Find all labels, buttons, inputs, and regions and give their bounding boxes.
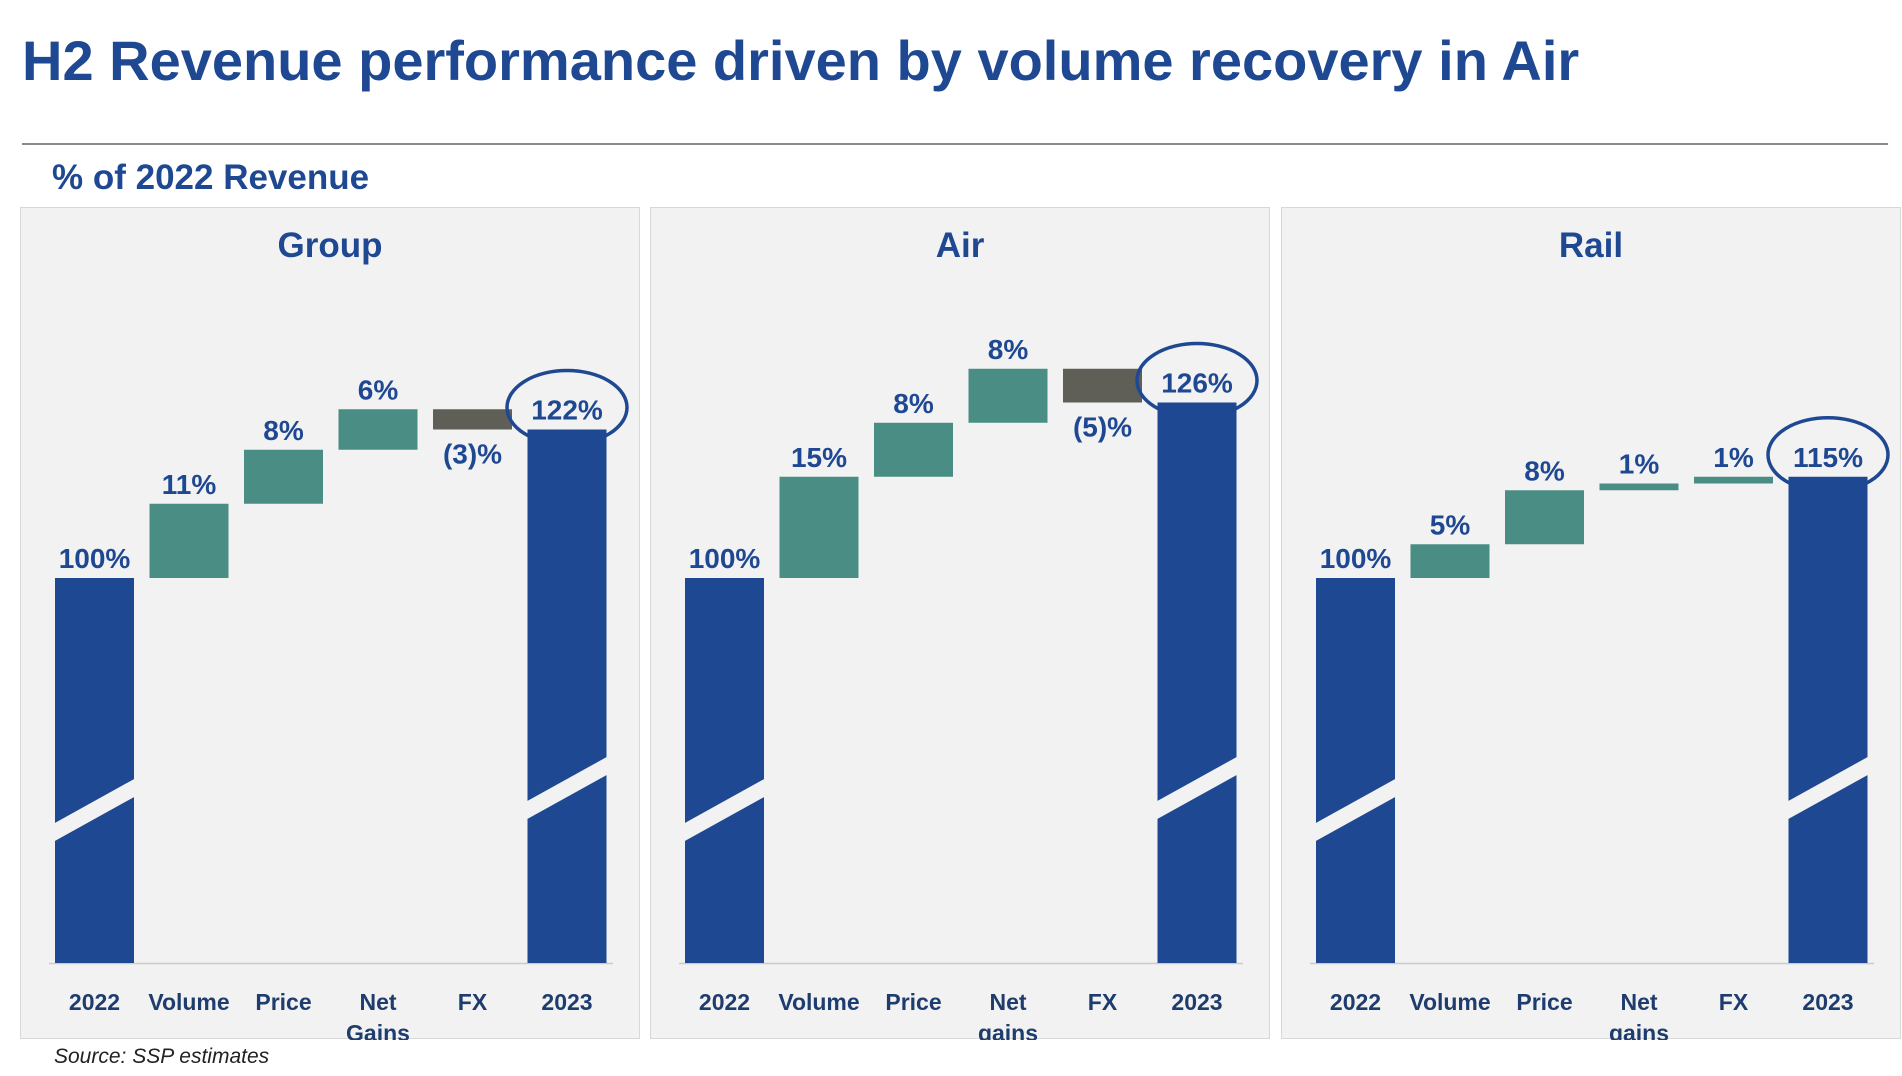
data-label: 1% (1713, 442, 1754, 473)
panel-title: Rail (1558, 226, 1624, 265)
category-label: Price (255, 989, 311, 1015)
chart-subtitle: % of 2022 Revenue (52, 158, 370, 197)
category-label: 2023 (1171, 989, 1222, 1015)
panel-title: Group (277, 226, 383, 265)
category-label: Net (1620, 989, 1657, 1015)
data-label: 15% (791, 442, 847, 473)
data-label: 8% (988, 334, 1029, 365)
increase-bar (1410, 544, 1490, 578)
category-label: 2022 (1330, 989, 1381, 1015)
data-label: 5% (1430, 509, 1471, 540)
highlight-circle (1135, 341, 1259, 420)
data-label: 126% (1161, 368, 1233, 399)
axis-break-mark (525, 756, 609, 820)
highlight-circle (1766, 416, 1890, 494)
air-chart-panel: Air 100% 2022 15% Volume 8% Price 8% Net gains (5… (650, 207, 1270, 1040)
category-label: FX (1088, 989, 1118, 1015)
increase-bar (1694, 476, 1773, 484)
air-waterfall-chart: 100% 2022 15% Volume 8% Price 8% Net gains (5)% FX… (679, 334, 1259, 1040)
data-label: 100% (1320, 543, 1392, 574)
category-label: Price (885, 989, 941, 1015)
decrease-bar (433, 409, 512, 430)
title-divider (22, 143, 1888, 145)
group-waterfall-chart: 100% 2022 11% Volume 8% Price 6% Net Gains (3)% FX… (49, 368, 629, 1040)
data-label: (3)% (443, 439, 502, 470)
panel-title: Air (935, 226, 985, 265)
decrease-bar (1063, 368, 1142, 403)
category-label: 2022 (69, 989, 120, 1015)
category-label: Net (989, 989, 1026, 1015)
source-note: Source: SSP estimates (54, 1045, 270, 1068)
increase-bar (149, 503, 229, 578)
rail-waterfall-chart: 100% 2022 5% Volume 8% Price 1% Net gains 1% FX 115… (1310, 416, 1890, 1040)
data-label: 11% (162, 469, 217, 500)
increase-bar (338, 409, 418, 450)
category-label: Volume (1409, 989, 1490, 1015)
category-label: FX (458, 989, 488, 1015)
axis-break-mark (53, 778, 136, 842)
data-label: 115% (1793, 442, 1863, 473)
category-label: gains (1609, 1020, 1669, 1040)
page-title: H2 Revenue performance driven by volume … (22, 29, 1580, 92)
data-label: 8% (893, 388, 934, 419)
category-label: gains (978, 1020, 1038, 1040)
increase-bar (1505, 490, 1584, 545)
axis-break-mark (1314, 778, 1397, 842)
category-label: Volume (778, 989, 859, 1015)
axis-break-mark (1786, 756, 1870, 820)
category-label: Volume (148, 989, 229, 1015)
total-bar (55, 578, 134, 963)
category-label: 2022 (699, 989, 750, 1015)
data-label: 100% (59, 543, 131, 574)
data-label: (5)% (1073, 412, 1132, 443)
category-label: 2023 (541, 989, 592, 1015)
increase-bar (779, 476, 859, 578)
data-label: 122% (531, 395, 603, 426)
category-label: Price (1516, 989, 1572, 1015)
data-label: 8% (263, 415, 304, 446)
group-chart-panel: Group 100% 2022 11% Volume 8% Price 6% Net Gains… (20, 207, 640, 1040)
category-label: Gains (346, 1020, 410, 1040)
data-label: 100% (689, 543, 761, 574)
category-label: Net (359, 989, 396, 1015)
axis-break-mark (1155, 756, 1239, 820)
axis-break-mark (683, 778, 766, 842)
total-bar (1788, 476, 1868, 963)
increase-bar (874, 422, 953, 477)
category-label: FX (1719, 989, 1749, 1015)
total-bar (527, 429, 607, 963)
data-label: 6% (358, 374, 399, 405)
increase-bar (244, 449, 323, 504)
total-bar (685, 578, 764, 963)
highlight-circle (505, 368, 629, 447)
data-label: 1% (1619, 449, 1660, 480)
data-label: 8% (1524, 455, 1565, 486)
category-label: 2023 (1802, 989, 1853, 1015)
increase-bar (968, 368, 1048, 423)
total-bar (1157, 402, 1237, 963)
total-bar (1316, 578, 1395, 963)
rail-chart-panel: Rail 100% 2022 5% Volume 8% Price 1% Net gains 1%… (1281, 207, 1901, 1040)
increase-bar (1599, 483, 1679, 491)
